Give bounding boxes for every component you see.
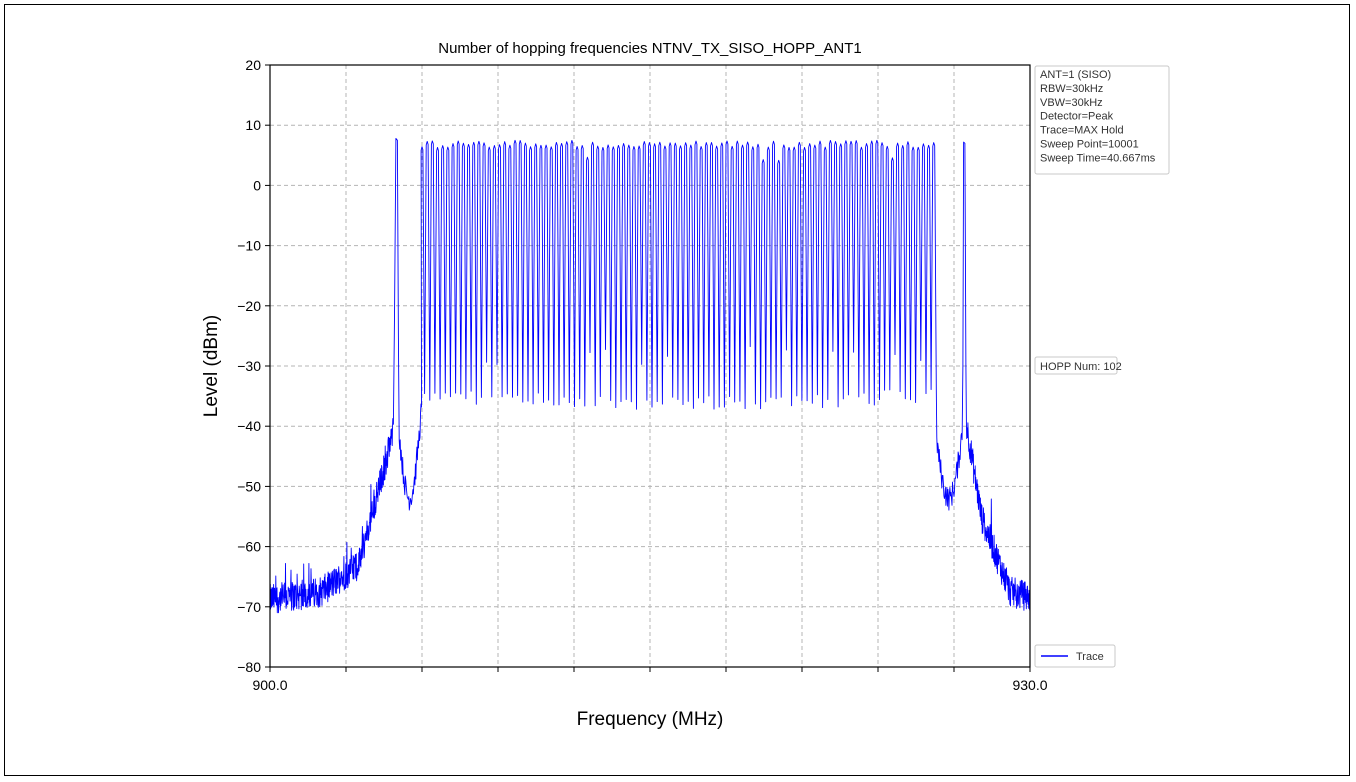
y-tick-label: 10 xyxy=(245,117,261,133)
plot-area xyxy=(269,137,1031,614)
settings-annotation-line: Sweep Point=10001 xyxy=(1040,139,1139,151)
figure-frame xyxy=(4,4,1350,776)
settings-annotation-line: Trace=MAX Hold xyxy=(1040,125,1124,137)
y-tick-label: 20 xyxy=(245,57,261,73)
settings-annotation-line: ANT=1 (SISO) xyxy=(1040,69,1111,81)
axes-box xyxy=(269,64,1031,668)
x-axis-label: Frequency (MHz) xyxy=(577,709,724,730)
settings-annotation-line: Sweep Time=40.667ms xyxy=(1040,152,1156,164)
axis-ticks xyxy=(265,64,1031,672)
settings-annotation-line: VBW=30kHz xyxy=(1040,97,1103,109)
y-tick-label: −60 xyxy=(237,539,261,555)
y-tick-label: −70 xyxy=(237,599,261,615)
y-tick-label: −30 xyxy=(237,358,261,374)
annotations: ANT=1 (SISO) RBW=30kHz VBW=30kHz Detector=P… xyxy=(1034,65,1170,375)
x-tick-label-end: 930.0 xyxy=(1012,677,1047,693)
x-tick-label-start: 900.0 xyxy=(252,677,287,693)
hopp-num-annotation: HOPP Num: 102 xyxy=(1040,361,1122,373)
trace-series-line xyxy=(269,137,1031,614)
chart-title: Number of hopping frequencies NTNV_TX_SI… xyxy=(438,40,862,57)
legend: Trace xyxy=(1034,644,1116,668)
y-tick-label: −20 xyxy=(237,298,261,314)
hopp-num-annotation-box xyxy=(1034,356,1118,375)
legend-box xyxy=(1034,644,1116,668)
y-tick-label: −40 xyxy=(237,418,261,434)
y-tick-label: −10 xyxy=(237,238,261,254)
settings-annotation-line: RBW=30kHz xyxy=(1040,83,1103,95)
settings-annotation-box xyxy=(1034,65,1170,175)
y-tick-label: −80 xyxy=(237,659,261,675)
legend-label-trace: Trace xyxy=(1076,651,1104,663)
settings-annotation-line: Detector=Peak xyxy=(1040,111,1114,123)
y-axis-label: Level (dBm) xyxy=(201,315,222,417)
y-tick-label: −50 xyxy=(237,478,261,494)
tick-labels: 20 10 0 −10 −20 −30 −40 −50 −60 −70 −80 900.0 930.0 xyxy=(237,57,1047,693)
y-tick-label: 0 xyxy=(253,177,261,193)
